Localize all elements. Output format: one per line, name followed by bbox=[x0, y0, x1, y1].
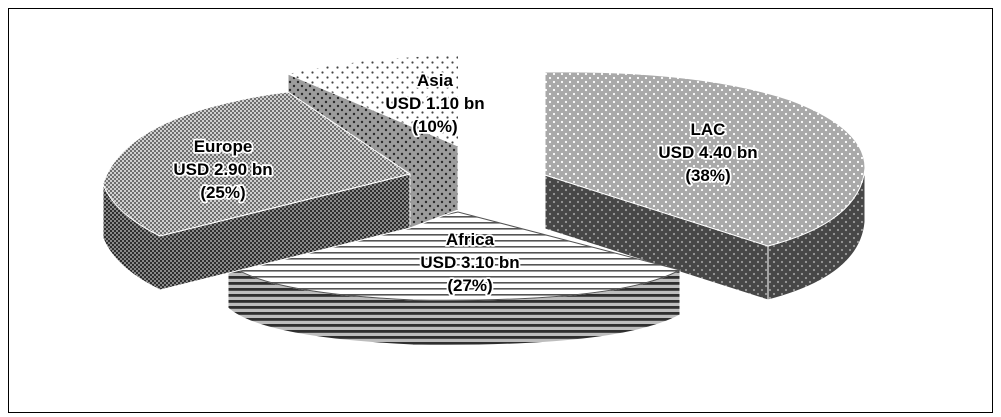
slice-asia bbox=[287, 56, 459, 229]
label-europe-value: USD 2.90 bn bbox=[173, 160, 272, 179]
slice-africa bbox=[226, 211, 682, 346]
label-europe-percent: (25%) bbox=[200, 183, 245, 202]
label-asia: Asia USD 1.10 bn (10%) bbox=[384, 69, 487, 138]
label-lac-percent: (38%) bbox=[685, 166, 730, 185]
label-asia-percent: (10%) bbox=[412, 117, 457, 136]
label-lac-value: USD 4.40 bn bbox=[658, 143, 757, 162]
label-africa-percent: (27%) bbox=[447, 276, 492, 295]
label-europe-name: Europe bbox=[194, 137, 253, 156]
slice-lac-top bbox=[544, 71, 866, 247]
label-asia-name: Asia bbox=[417, 71, 453, 90]
label-lac: LAC USD 4.40 bn (38%) bbox=[657, 118, 760, 187]
label-europe: Europe USD 2.90 bn (25%) bbox=[172, 135, 275, 204]
slice-asia-top bbox=[288, 56, 458, 146]
label-africa-name: Africa bbox=[446, 230, 495, 249]
slice-europe-top bbox=[102, 91, 412, 237]
label-africa-value: USD 3.10 bn bbox=[420, 253, 519, 272]
label-africa: Africa USD 3.10 bn (27%) bbox=[419, 228, 522, 297]
slice-africa-top bbox=[226, 211, 682, 301]
slice-lac bbox=[544, 71, 866, 301]
slice-europe bbox=[102, 91, 412, 291]
label-asia-value: USD 1.10 bn bbox=[385, 94, 484, 113]
label-lac-name: LAC bbox=[691, 120, 726, 139]
